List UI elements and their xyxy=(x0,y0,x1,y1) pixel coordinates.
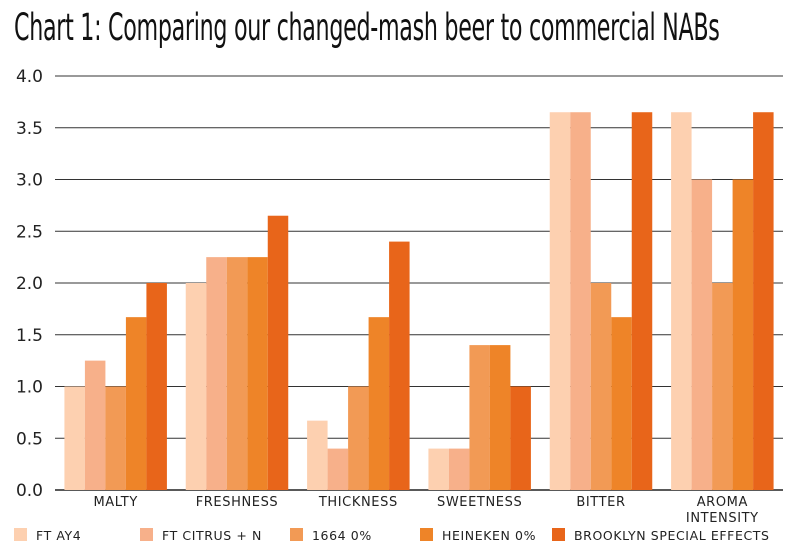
bar xyxy=(348,386,369,490)
y-tick-label: 3.5 xyxy=(16,119,43,139)
bar xyxy=(732,179,754,490)
legend-label: BROOKLYN SPECIAL EFFECTS xyxy=(574,528,770,543)
category-label: SWEETNESS xyxy=(437,495,522,510)
y-tick-label: 2.5 xyxy=(16,222,43,242)
bar xyxy=(428,448,449,490)
bar xyxy=(84,360,106,490)
bar xyxy=(125,317,147,490)
legend-label: FT AY4 xyxy=(36,528,81,543)
legend-swatch xyxy=(290,528,303,541)
bar xyxy=(185,283,207,490)
y-tick-label: 0.5 xyxy=(16,429,43,449)
bar xyxy=(510,386,531,490)
bar xyxy=(327,448,349,490)
category-label: BITTER xyxy=(576,495,625,510)
gridlines xyxy=(55,75,783,491)
bar xyxy=(389,241,410,490)
bar xyxy=(226,257,248,490)
legend-swatch xyxy=(140,528,153,541)
bar xyxy=(549,112,571,490)
category-label: MALTY xyxy=(93,495,137,510)
category-label: AROMA xyxy=(697,495,748,510)
bar xyxy=(590,283,612,490)
y-tick-label: 0.0 xyxy=(16,481,43,501)
bar xyxy=(691,179,713,490)
bar xyxy=(712,283,733,490)
bar xyxy=(753,112,774,490)
category-label: FRESHNESS xyxy=(196,495,279,510)
bar xyxy=(206,257,227,490)
legend-label: FT CITRUS + N xyxy=(162,528,262,543)
bar xyxy=(570,112,591,490)
bar xyxy=(247,257,268,490)
bars xyxy=(64,112,774,490)
bar xyxy=(489,345,511,490)
legend-swatch xyxy=(552,528,565,541)
bar xyxy=(469,345,490,490)
y-tick-label: 1.0 xyxy=(16,378,43,398)
legend-swatch xyxy=(420,528,433,541)
category-label: THICKNESS xyxy=(318,495,398,510)
bar xyxy=(105,386,126,490)
bar xyxy=(146,283,167,490)
category-label: INTENSITY xyxy=(686,511,759,526)
y-tick-label: 4.0 xyxy=(16,67,43,87)
legend-label: 1664 0% xyxy=(312,528,372,543)
bar xyxy=(631,112,653,490)
x-axis-categories: MALTY FRESHNESS THICKNESS SWEETNESS BITTER AR… xyxy=(93,495,758,526)
bar xyxy=(448,448,470,490)
bar xyxy=(671,112,692,490)
legend: FT AY4 FT CITRUS + N 1664 0% HEINEKEN 0% BRO… xyxy=(14,528,770,543)
legend-label: HEINEKEN 0% xyxy=(442,528,536,543)
legend-swatch xyxy=(14,528,27,541)
chart-title: Chart 1: Comparing our changed-mash beer… xyxy=(14,6,720,49)
bar xyxy=(267,215,289,490)
y-tick-label: 2.0 xyxy=(16,274,43,294)
y-tick-label: 1.5 xyxy=(16,326,43,346)
bar xyxy=(611,317,632,490)
bar xyxy=(64,386,85,490)
bar xyxy=(368,317,390,490)
y-tick-label: 3.0 xyxy=(16,171,43,191)
y-axis-ticks: 0.0 0.5 1.0 1.5 2.0 2.5 3.0 3.5 4.0 xyxy=(16,67,43,501)
bar xyxy=(307,420,328,490)
